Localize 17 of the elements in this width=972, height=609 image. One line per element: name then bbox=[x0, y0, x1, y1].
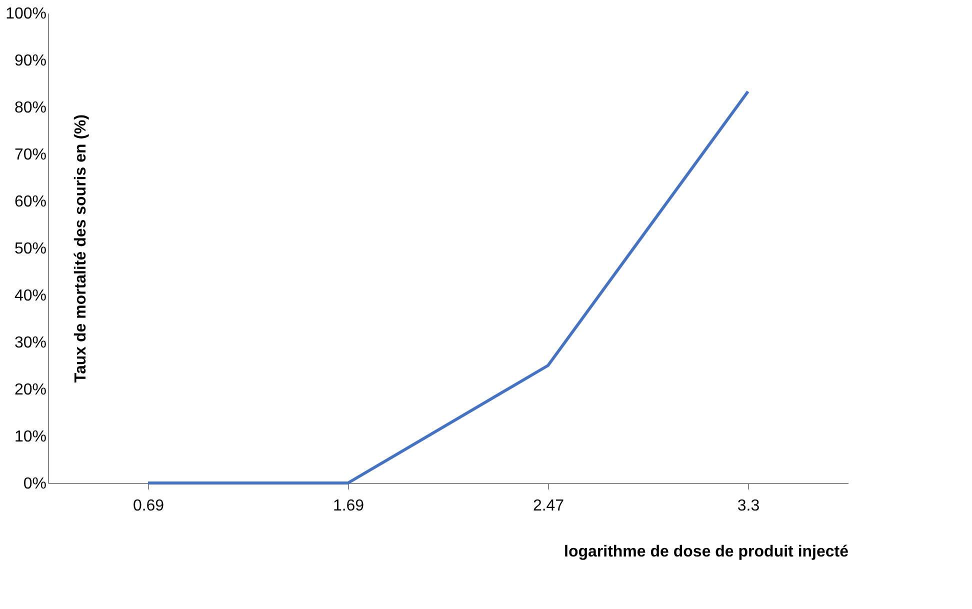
x-tick-label: 2.47 bbox=[532, 498, 564, 514]
y-tick-label: 50% bbox=[14, 240, 46, 258]
y-tick-label: 30% bbox=[14, 334, 46, 352]
y-tick-label: 100% bbox=[6, 6, 46, 22]
y-tick-label: 80% bbox=[14, 100, 46, 116]
y-axis-title: Taux de mortalité des souris en (%) bbox=[72, 114, 90, 383]
y-tick-label: 60% bbox=[14, 194, 46, 210]
y-tick-label: 0% bbox=[23, 476, 46, 492]
y-tick-label: 40% bbox=[14, 288, 46, 304]
y-tick-label: 90% bbox=[14, 52, 46, 70]
x-tick-label: 0.69 bbox=[132, 498, 164, 514]
x-axis-title: logarithme de dose de produit injecté bbox=[564, 544, 849, 560]
y-tick-label: 70% bbox=[14, 146, 46, 164]
x-tick-label: 1.69 bbox=[332, 498, 364, 514]
x-tick-label: 3.3 bbox=[737, 498, 760, 514]
y-tick-label: 20% bbox=[14, 382, 46, 398]
y-tick-label: 10% bbox=[14, 428, 46, 446]
